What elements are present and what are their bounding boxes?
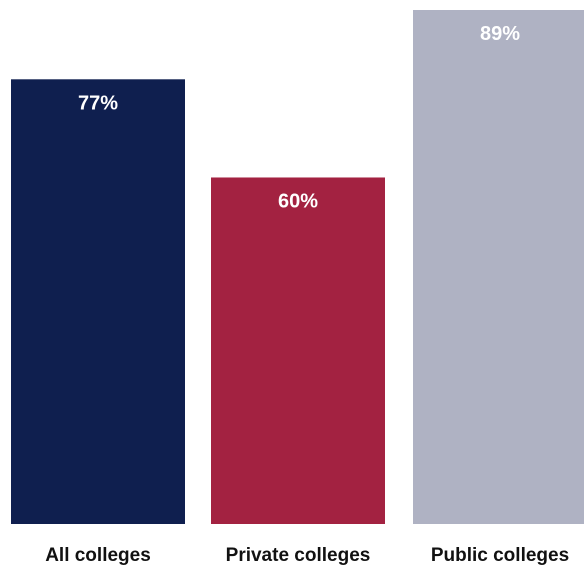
x-tick-labels-group: All colleges Private colleges Public colle… bbox=[45, 545, 569, 566]
data-label: 77% bbox=[78, 92, 118, 114]
bars-group bbox=[11, 10, 584, 524]
data-label: 60% bbox=[278, 190, 318, 212]
x-tick-label: Public colleges bbox=[431, 545, 569, 566]
bar-all-colleges bbox=[11, 79, 185, 524]
x-tick-label: Private colleges bbox=[226, 545, 371, 566]
bar-private-colleges bbox=[211, 177, 385, 524]
data-label: 89% bbox=[480, 23, 520, 45]
data-labels-group: 77% 60% 89% bbox=[78, 23, 520, 212]
x-tick-label: All colleges bbox=[45, 545, 151, 566]
bar-public-colleges bbox=[413, 10, 584, 524]
